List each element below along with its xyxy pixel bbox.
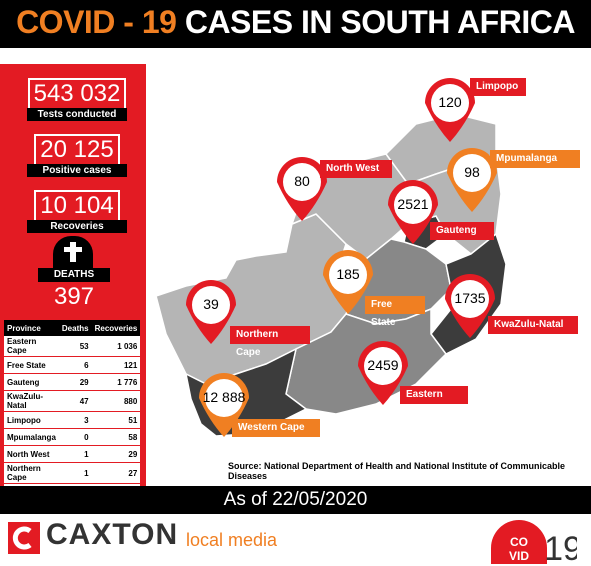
province-recoveries: 121 [91,356,141,374]
stat-positive: 20 125 Positive cases [23,134,131,177]
map-pin-province: North West [320,160,392,178]
title-bar [0,0,591,48]
province-deaths: 1 [58,445,92,463]
province-recoveries: 58 [91,428,141,446]
province-deaths: 1 [58,462,92,484]
table-row: Northern Cape 1 27 [4,462,141,484]
province-recoveries: 880 [91,390,141,412]
tombstone-icon [53,236,93,268]
map-pin-cases: 39 [203,296,219,312]
covid-logo-bottom: VID [509,549,529,563]
map-pin-cases: 12 888 [202,389,246,405]
province-deaths: 47 [58,390,92,412]
date-banner: As of 22/05/2020 [0,486,591,514]
stat-recoveries-label: Recoveries [27,220,127,233]
province-deaths: 29 [58,373,92,391]
map-pin-cases: 2521 [397,196,429,212]
map-pin-province: Western Cape [232,419,320,437]
province-table: Province Deaths Recoveries Eastern Cape 5… [4,320,141,505]
table-row: Mpumalanga 0 58 [4,428,141,446]
map-pin-province: Limpopo [470,78,526,96]
province-recoveries: 29 [91,445,141,463]
stat-positive-value: 20 125 [34,134,120,164]
province-deaths: 0 [58,428,92,446]
province-name: Free State [4,356,59,374]
table-header-row: Province Deaths Recoveries [4,320,141,336]
province-name: Northern Cape [4,462,59,484]
map-pin-province: KwaZulu-Natal [488,316,578,334]
map-pin-province: Mpumalanga [490,150,580,168]
page-title: COVID - 19 CASES IN SOUTH AFRICA [0,4,591,41]
caxton-subtitle: local media [186,530,278,550]
covid-logo-top: CO [510,535,528,549]
province-name: Eastern Cape [4,336,59,357]
province-name: Limpopo [4,411,59,429]
stat-recoveries-value: 10 104 [34,190,120,220]
province-recoveries: 1 776 [91,373,141,391]
source-note: Source: National Department of Health an… [228,461,566,481]
map-pin-cases: 1735 [454,290,486,306]
province-name: Mpumalanga [4,428,59,446]
map-pin-cases: 2459 [367,357,399,373]
table-row: Free State 6 121 [4,356,141,374]
map-pin-province: Free State [365,296,425,328]
table-row: KwaZulu-Natal 47 880 [4,390,141,412]
caxton-logo-icon [8,522,40,554]
province-deaths: 53 [58,336,92,357]
table-header: Recoveries [91,320,141,336]
table-header: Deaths [58,320,92,336]
map-pin-province: Northern Cape [230,326,310,358]
title-cases: CASES IN SOUTH AFRICA [184,4,576,40]
caxton-brand: CAXTON [46,518,179,551]
stat-tests-label: Tests conducted [27,108,127,121]
stat-recoveries: 10 104 Recoveries [23,190,131,233]
table-row: North West 1 29 [4,445,141,463]
province-deaths: 3 [58,411,92,429]
table-row: Eastern Cape 53 1 036 [4,336,141,357]
stat-tests-value: 543 032 [27,78,127,108]
table-row: Gauteng 29 1 776 [4,373,141,391]
stat-tests: 543 032 Tests conducted [23,78,131,121]
title-covid: COVID - 19 [16,4,177,40]
province-recoveries: 1 036 [91,336,141,357]
province-name: North West [4,445,59,463]
map-pin-cases: 98 [464,164,480,180]
stat-positive-label: Positive cases [27,164,127,177]
map-pin-province: Gauteng [430,222,494,240]
province-name: Gauteng [4,373,59,391]
province-recoveries: 51 [91,411,141,429]
map-pin-cases: 80 [294,173,310,189]
province-name: KwaZulu-Natal [4,390,59,412]
map-pin-cases: 185 [336,266,360,282]
map-pin-province: Eastern Cape [400,386,468,418]
covid-logo-num: 19 [544,530,577,564]
province-deaths: 6 [58,356,92,374]
deaths-label: DEATHS [38,268,110,282]
province-recoveries: 27 [91,462,141,484]
deaths-value: 397 [53,283,95,310]
table-header: Province [4,320,59,336]
covid-19-logo: CO VID 19 [491,520,577,564]
map-pin-cases: 120 [438,94,462,110]
table-row: Limpopo 3 51 [4,411,141,429]
